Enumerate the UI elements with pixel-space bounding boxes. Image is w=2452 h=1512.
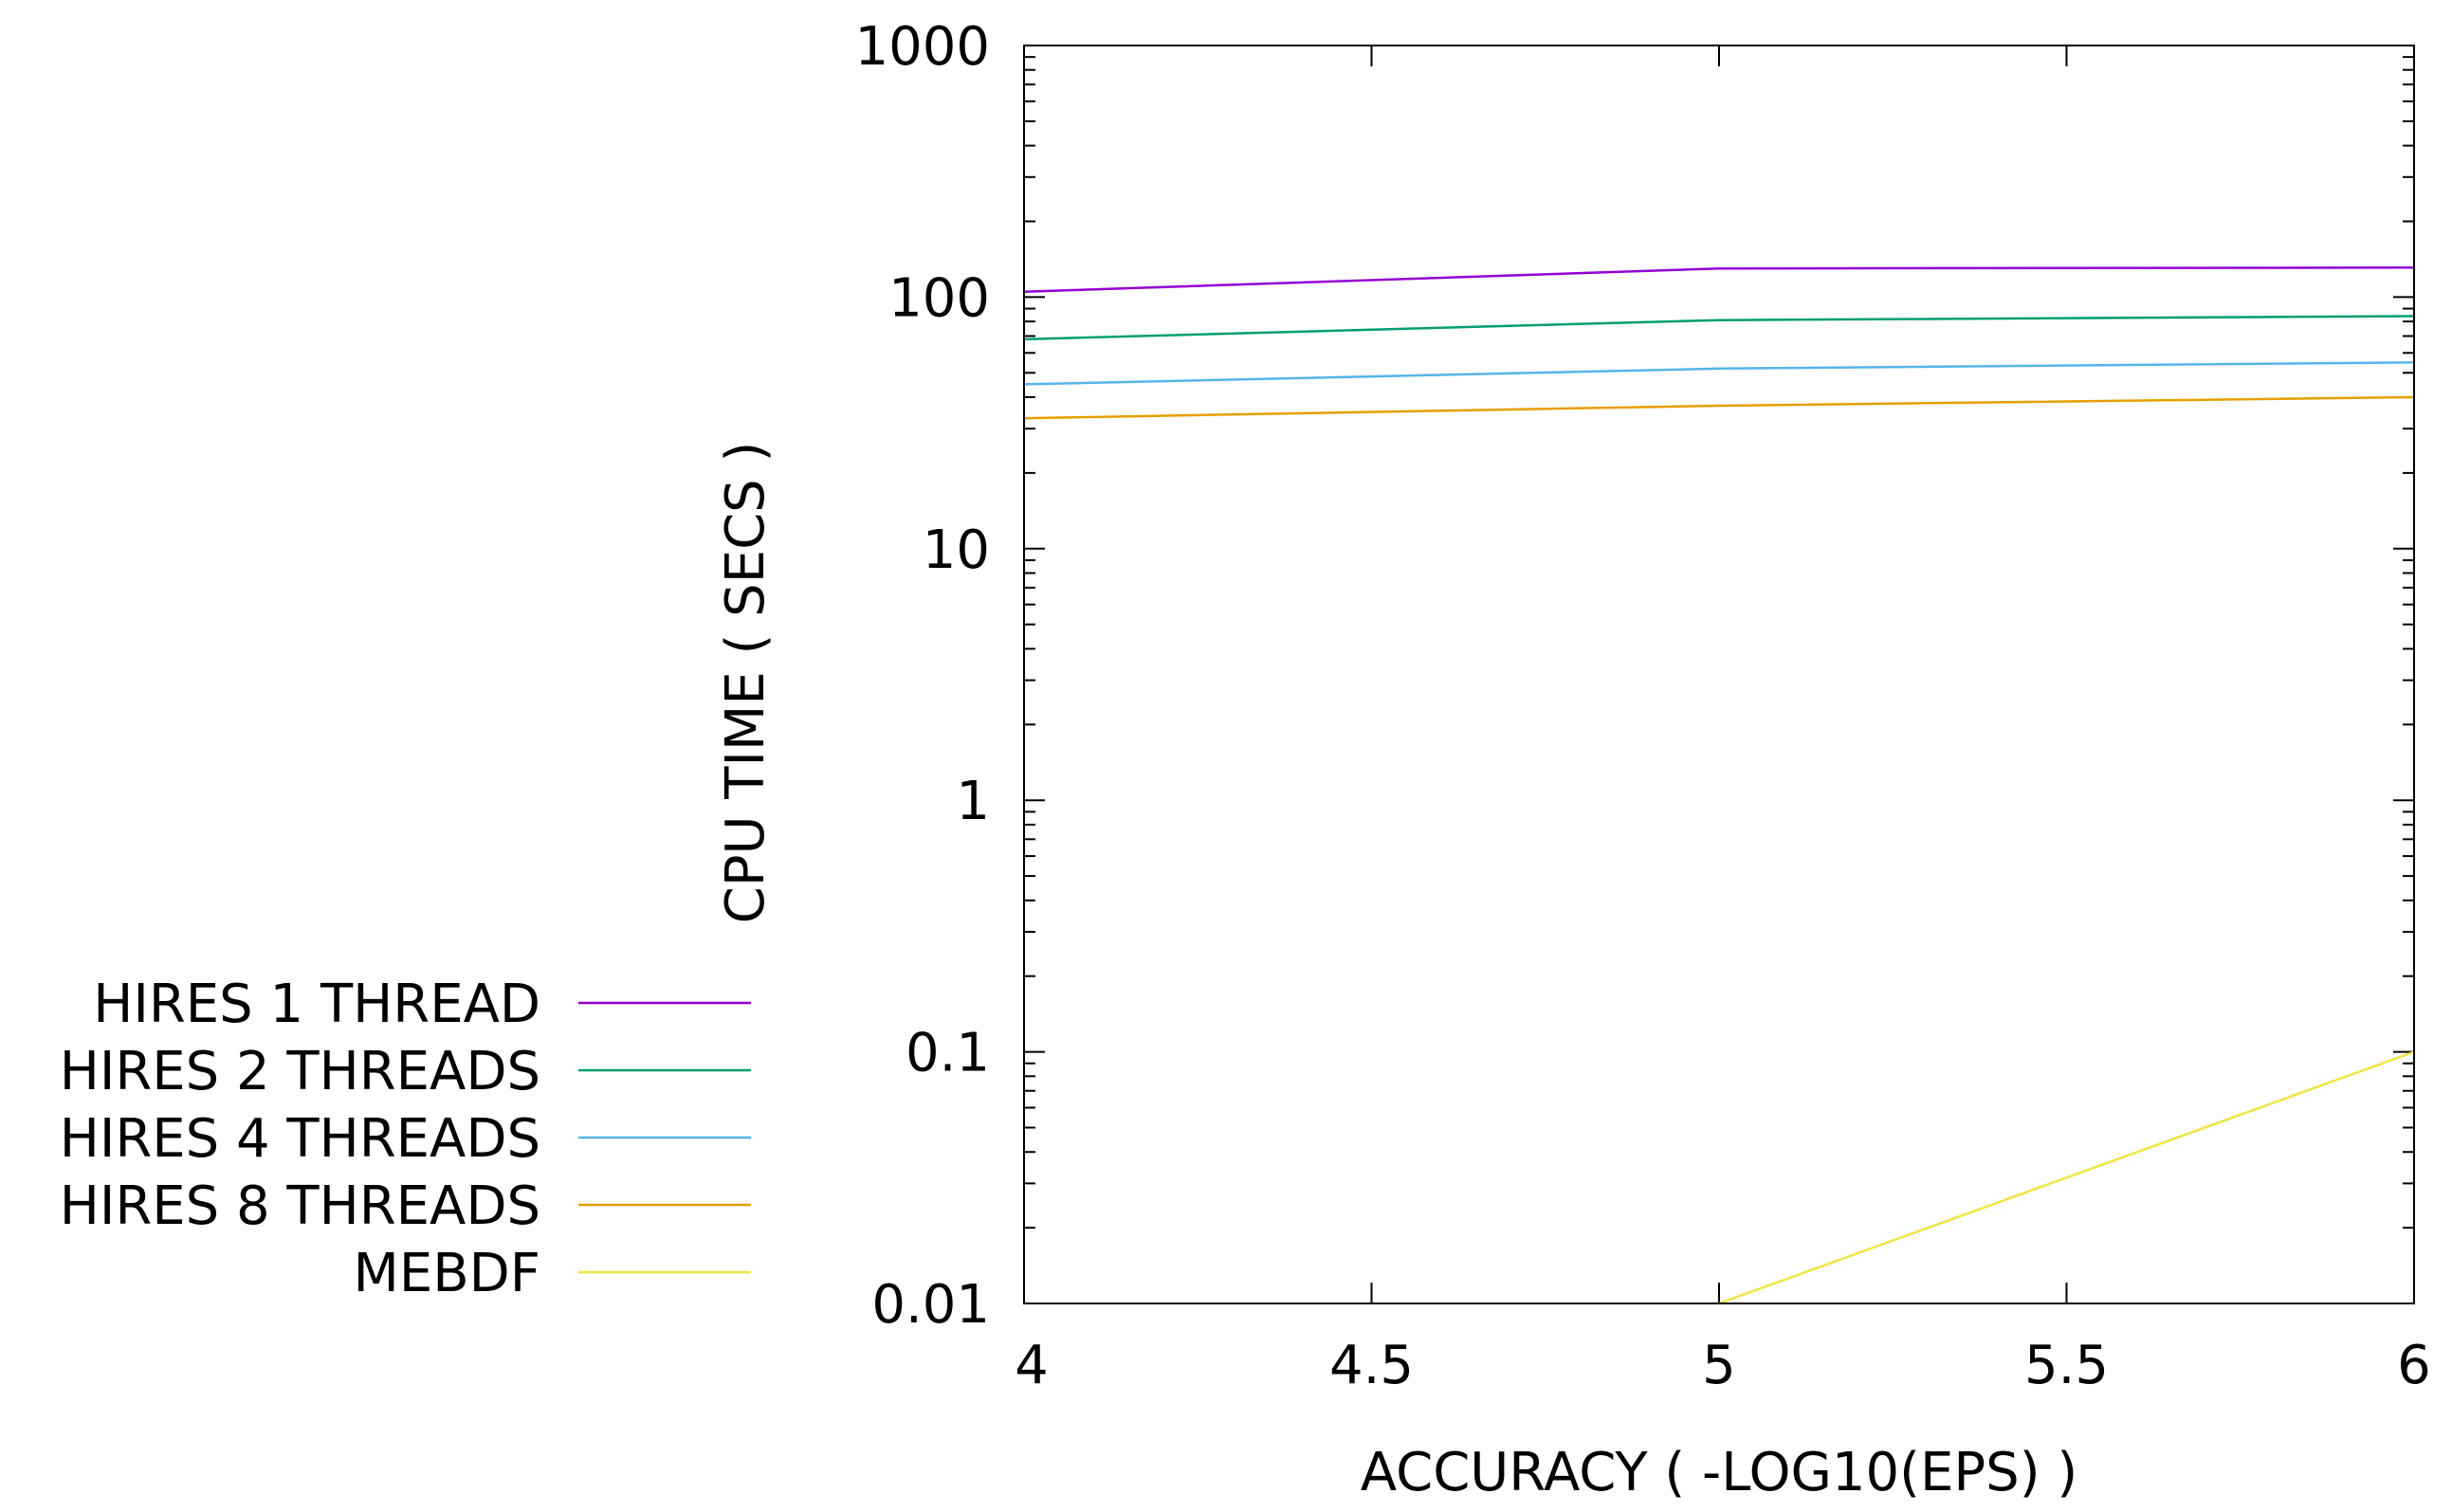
tick-marks <box>1023 45 2415 1304</box>
y-tick-label: 0.01 <box>871 1274 990 1336</box>
series-line-2 <box>1023 361 2415 386</box>
legend-label: MEBDF <box>354 1243 540 1304</box>
y-tick-label: 10 <box>923 519 990 581</box>
y-tick-label: 1000 <box>854 16 990 78</box>
x-axis-label: ACCURACY ( -LOG10(EPS) ) <box>1361 1442 2077 1503</box>
series-line-4 <box>1718 1050 2415 1305</box>
series-line-0 <box>1023 266 2415 294</box>
x-tick-label: 5.5 <box>2024 1335 2109 1396</box>
x-tick-label: 5 <box>1702 1335 1736 1396</box>
y-tick-label: 0.1 <box>906 1023 990 1084</box>
x-tick-label: 6 <box>2397 1335 2431 1396</box>
legend-label: HIRES 8 THREADS <box>60 1175 540 1237</box>
x-tick-label: 4.5 <box>1329 1335 1414 1396</box>
legend-label: HIRES 1 THREAD <box>93 974 540 1035</box>
series-line-1 <box>1023 315 2415 341</box>
y-tick-label: 100 <box>888 267 990 329</box>
x-tick-label: 4 <box>1015 1335 1049 1396</box>
y-tick-label: 1 <box>956 771 990 832</box>
series-lines <box>1023 266 2415 1305</box>
plot-frame <box>1023 45 2415 1304</box>
legend-label: HIRES 2 THREADS <box>60 1041 540 1102</box>
legend-label: HIRES 4 THREADS <box>60 1108 540 1170</box>
tick-labels: 4 4.5 5 5.5 6 0.01 0.1 1 10 100 1000 <box>854 16 2430 1396</box>
series-line-3 <box>1023 395 2415 420</box>
y-axis-label: CPU TIME ( SECS ) <box>715 442 777 924</box>
